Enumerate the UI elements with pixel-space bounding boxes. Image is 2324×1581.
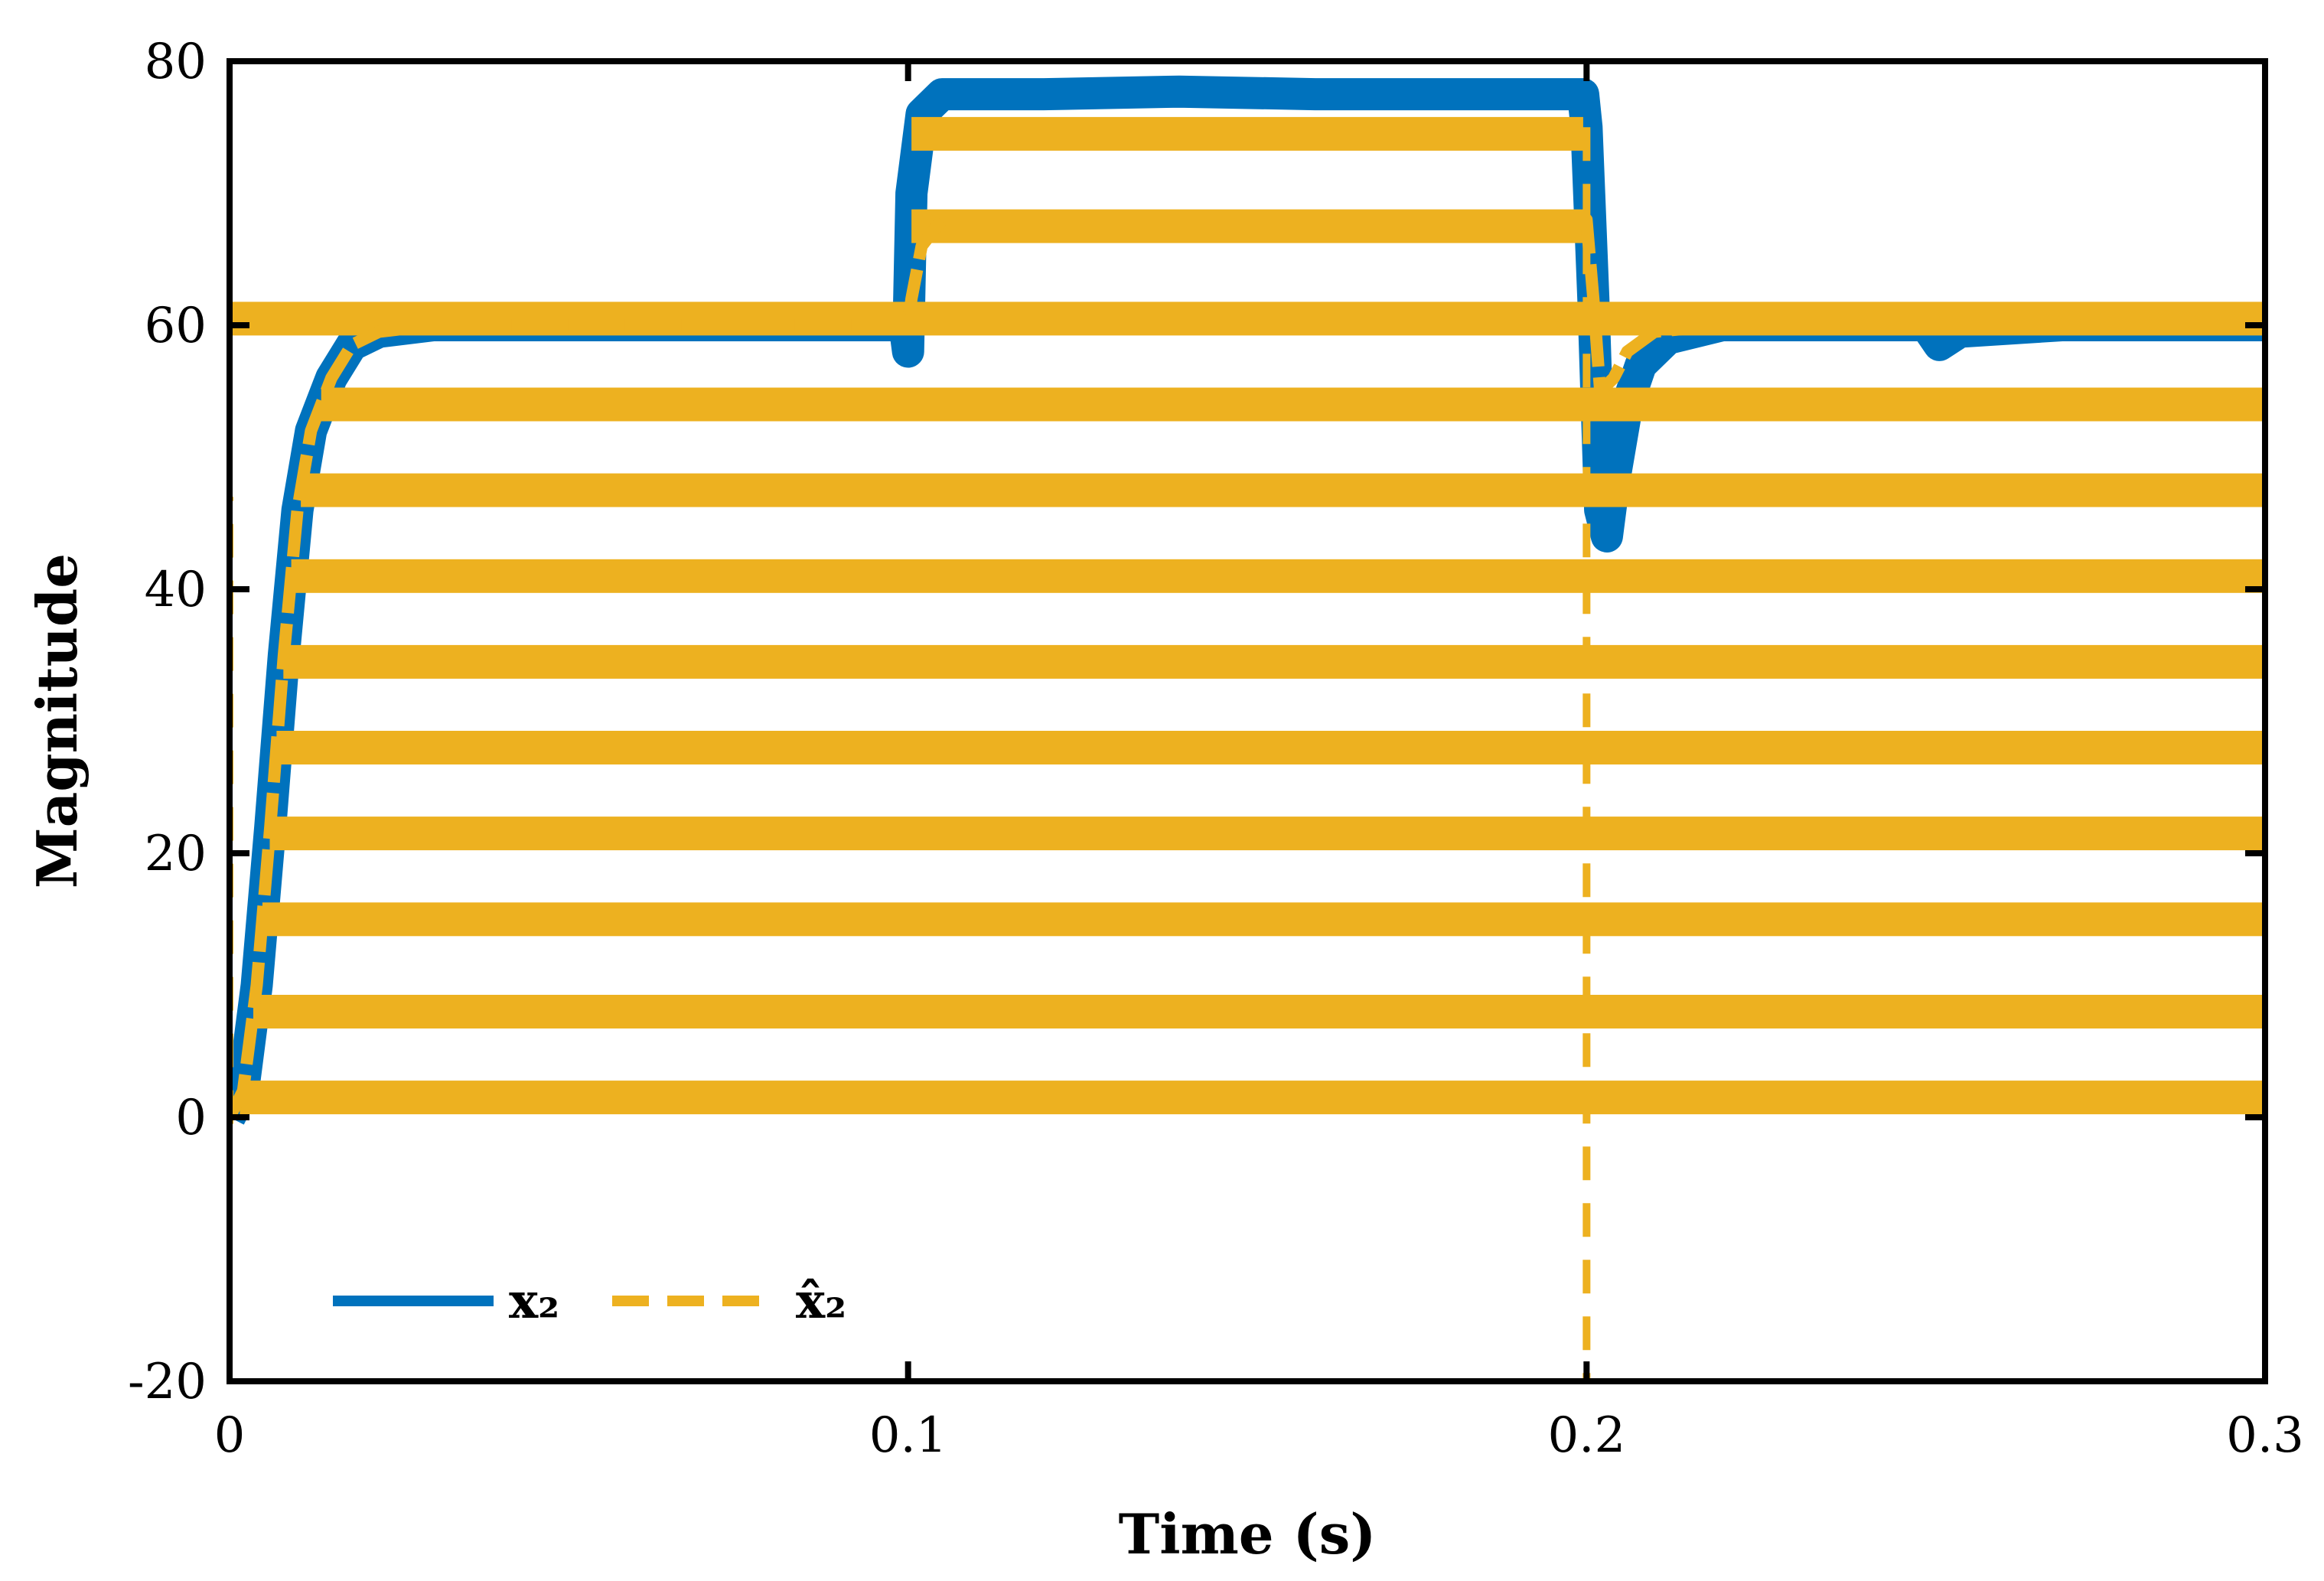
y-tick-label: 0 (175, 1090, 207, 1146)
series-x2hat-band (262, 902, 2265, 937)
y-tick-label: 20 (145, 826, 207, 882)
series-x2hat-band (291, 559, 2265, 593)
series-x2hat-line (230, 214, 2265, 1120)
x-tick-label: 0.2 (1547, 1407, 1625, 1464)
y-axis-label: Magnitude (24, 553, 90, 888)
series-x2hat-band (321, 387, 2265, 422)
series-layer (230, 75, 2265, 1381)
y-tick-label: 40 (145, 562, 207, 618)
series-x2hat-band (276, 731, 2265, 764)
plot-frame (227, 58, 2268, 1384)
legend-label-x2hat: x̂₂ (796, 1273, 846, 1330)
x-tick-label: 0.1 (869, 1407, 947, 1464)
series-x2hat-band (269, 817, 2265, 851)
series-x2hat-upper-band (911, 116, 1583, 151)
series-x2hat-band (301, 473, 2265, 507)
ticks-layer (227, 58, 2268, 1384)
legend: x₂ x̂₂ (333, 1273, 846, 1330)
series-x2hat-band (253, 995, 2265, 1028)
plot-background (230, 61, 2265, 1381)
y-tick-label: 80 (145, 34, 207, 90)
x-axis-label: Time (s) (1119, 1501, 1377, 1566)
y-tick-label: 60 (145, 298, 207, 354)
series-x2hat-band (240, 1081, 2265, 1115)
x-tick-label: 0 (214, 1407, 246, 1464)
legend-label-x2: x₂ (509, 1273, 559, 1330)
x-tick-label: 0.3 (2226, 1407, 2304, 1464)
y-tick-label: -20 (128, 1354, 207, 1410)
series-x2hat-band (283, 644, 2265, 679)
